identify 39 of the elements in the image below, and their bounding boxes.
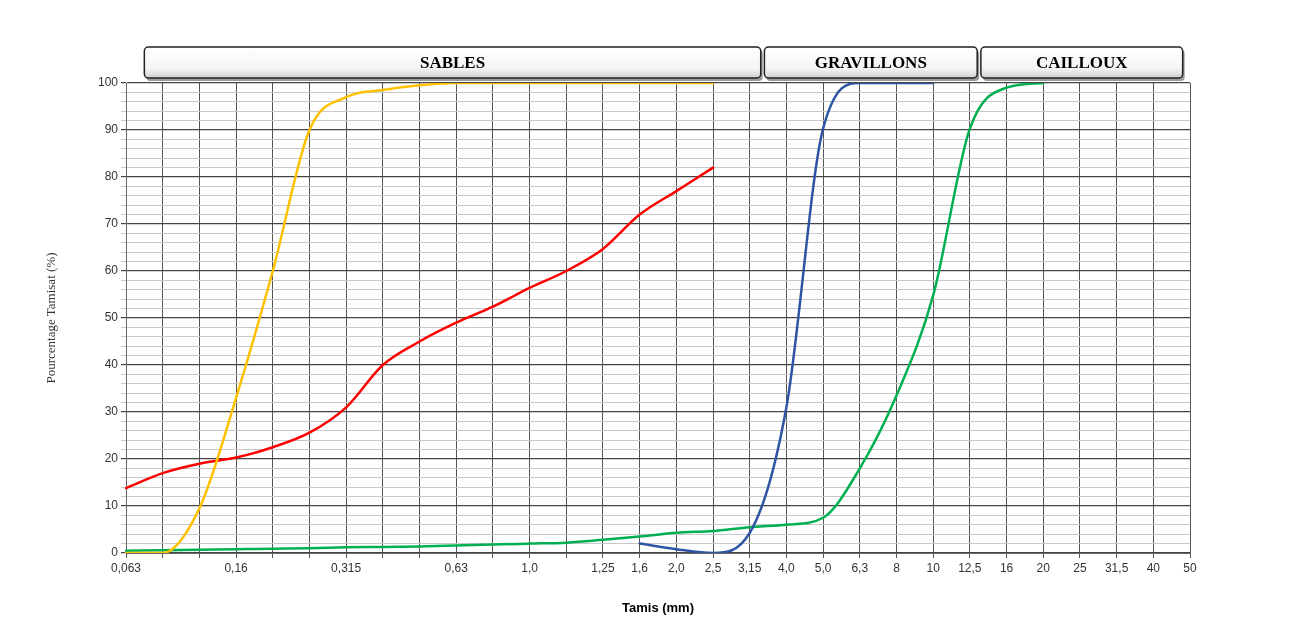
line-series [124, 166, 715, 490]
x-tick-label: 0,315 [331, 560, 362, 575]
x-tick-label: 0,63 [444, 560, 469, 575]
x-tick-label: 1,0 [521, 560, 539, 575]
y-tick-label: 10 [104, 498, 119, 513]
x-tick-label: 1,25 [591, 560, 615, 575]
y-tick-label: 30 [104, 404, 119, 419]
y-axis-title: Pourcentage Tamisat (%) [43, 252, 59, 384]
x-tick-label: 40 [1146, 560, 1161, 575]
x-tick-label: 1,6 [631, 560, 649, 575]
y-tick-label: 90 [104, 122, 119, 137]
x-tick-label: 31,5 [1104, 560, 1129, 575]
text: CAILLOUX [1035, 52, 1129, 72]
x-tick-label: 3,15 [738, 560, 762, 575]
x-tick-label: 16 [999, 560, 1014, 575]
x-tick-label: 2,0 [668, 560, 686, 575]
x-tick-label: 10 [926, 560, 941, 575]
x-tick-label: 2,5 [704, 560, 722, 575]
y-tick-label: 70 [104, 216, 119, 231]
x-axis-title: Tamis (mm) [622, 599, 694, 615]
y-tick-label: 50 [104, 310, 119, 325]
x-tick-label: 5,0 [814, 560, 832, 575]
x-tick-label: 8 [893, 560, 901, 575]
y-tick-label: 80 [104, 169, 119, 184]
y-tick-label: 60 [104, 263, 119, 278]
x-tick-label: 0,16 [224, 560, 249, 575]
x-tick-label: 50 [1183, 560, 1197, 575]
x-tick-label: 20 [1036, 560, 1051, 575]
x-tick-label: 4,0 [778, 560, 796, 575]
y-tick-label: 40 [104, 357, 119, 372]
y-tick-label: 0 [111, 545, 119, 560]
x-tick-label: 0,063 [110, 560, 142, 575]
y-tick-label: 100 [97, 75, 119, 90]
x-tick-label: 12,5 [958, 560, 982, 575]
text: SABLES [419, 52, 486, 72]
x-tick-label: 25 [1073, 560, 1087, 575]
x-tick-label: 6,3 [851, 560, 869, 575]
y-tick-label: 20 [104, 451, 119, 466]
text: GRAVILLONS [814, 52, 927, 72]
